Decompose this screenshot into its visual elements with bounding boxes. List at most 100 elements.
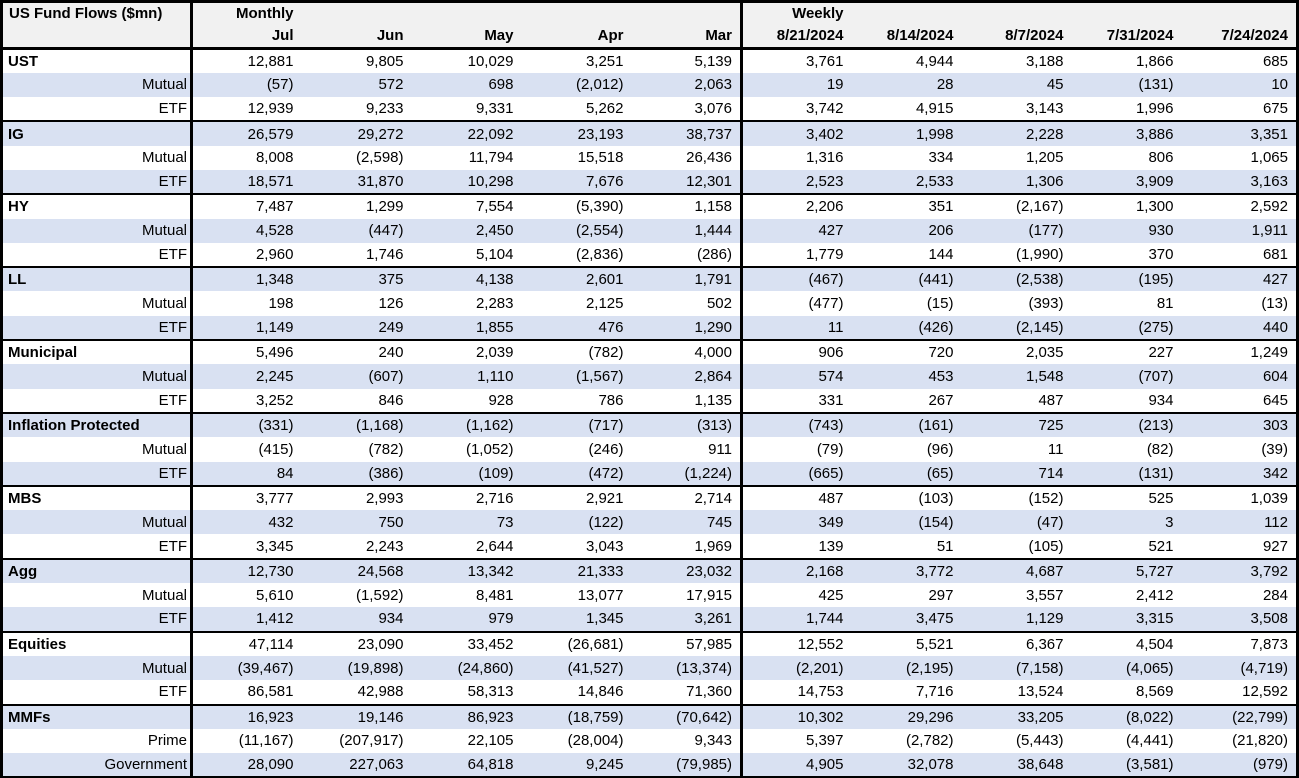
value-cell: (1,162): [411, 411, 522, 438]
table-row: HY 7,487 1,299 7,554 (5,390) 1,158 2,206 351 (2,…: [1, 193, 1298, 219]
value-cell: (11,167): [238, 732, 294, 750]
value-cell: 38,737: [631, 120, 742, 146]
value-cell: 5,727: [1071, 557, 1182, 584]
value-cell: 4,000: [631, 339, 742, 365]
value-cell: 427: [1181, 266, 1298, 292]
section-header-spacer: [301, 1, 412, 24]
value-cell: (8,022): [1071, 703, 1182, 729]
value-cell: 725: [961, 411, 1072, 438]
value-cell: 979: [488, 610, 514, 628]
value-cell: 911: [708, 440, 732, 458]
value-cell: (4,719): [1240, 659, 1288, 677]
value-cell: 14,753: [740, 680, 852, 705]
table-row: IG 26,579 29,272 22,092 23,193 38,737 3,402 1,9…: [1, 120, 1298, 146]
value-cell: (313): [631, 411, 742, 438]
value-cell: 71,360: [686, 683, 732, 701]
value-cell: 267: [928, 391, 954, 409]
row-label-sub: Government: [1, 753, 193, 778]
value-cell: 1,299: [301, 193, 412, 219]
row-label-sub: ETF: [1, 680, 193, 705]
row-label-sub: ETF: [1, 97, 193, 122]
table-row: MMFs 16,923 19,146 86,923 (18,759) (70,642) 10…: [1, 703, 1298, 729]
value-cell: 2,601: [521, 266, 632, 292]
row-label-sub: ETF: [1, 534, 193, 559]
value-cell: 3,508: [1250, 610, 1288, 628]
value-cell: 2,063: [694, 76, 732, 94]
value-cell: (426): [918, 318, 954, 336]
value-cell: 521: [1148, 537, 1174, 555]
value-cell: (213): [1071, 411, 1182, 438]
value-cell: (2,167): [961, 193, 1072, 219]
value-cell: 198: [268, 295, 294, 313]
column-header: May: [411, 23, 522, 50]
value-cell: 240: [301, 339, 412, 365]
table-row: ETF 84 (386) (109) (472) (1,224) (665) (65) 714 (…: [1, 461, 1298, 486]
value-cell: 2,245: [255, 368, 294, 385]
value-cell: (782): [521, 339, 632, 365]
value-cell: 206: [928, 222, 954, 240]
value-cell: 720: [851, 339, 962, 365]
column-header: 7/31/2024: [1071, 23, 1182, 50]
value-cell: 1,249: [1181, 339, 1298, 365]
value-cell: 22,105: [467, 732, 514, 750]
row-label-sub: Prime: [1, 728, 193, 754]
value-cell: (2,538): [961, 266, 1072, 292]
value-cell: (57): [266, 76, 294, 94]
value-cell: 297: [928, 586, 954, 604]
value-cell: 4,687: [961, 557, 1072, 584]
value-cell: 2,283: [475, 295, 514, 313]
value-cell: 698: [488, 76, 514, 94]
value-cell: 24,568: [301, 557, 412, 584]
value-cell: (79,985): [676, 756, 732, 773]
column-header: Jul: [191, 23, 302, 50]
value-cell: 12,881: [191, 47, 302, 73]
value-cell: 11: [1047, 440, 1064, 458]
row-label-category: LL: [1, 266, 193, 292]
value-cell: 57,985: [631, 630, 742, 656]
value-cell: (393): [1028, 295, 1064, 313]
value-cell: (82): [1146, 440, 1174, 458]
value-cell: 4,944: [851, 47, 962, 73]
table-row: Mutual 4,528 (447) 2,450 (2,554) 1,444 427 206 (…: [1, 218, 1298, 243]
row-label-sub: ETF: [1, 315, 193, 341]
value-cell: 572: [378, 76, 404, 94]
value-cell: 1,129: [1025, 610, 1064, 628]
value-cell: (207,917): [339, 732, 404, 750]
value-cell: 2,716: [411, 484, 522, 511]
value-cell: (2,782): [905, 732, 954, 750]
value-cell: 2,533: [915, 173, 954, 191]
value-cell: 427: [740, 218, 852, 243]
value-cell: (1,052): [465, 440, 514, 458]
value-cell: (3,581): [1125, 756, 1174, 773]
value-cell: 714: [1038, 464, 1064, 482]
row-label-category: MMFs: [1, 703, 193, 729]
row-label-category: IG: [1, 120, 193, 146]
table-row: ETF 12,939 9,233 9,331 5,262 3,076 3,742 4,915 3…: [1, 97, 1298, 122]
value-cell: 3,251: [521, 47, 632, 73]
column-header: 8/21/2024: [740, 23, 852, 50]
value-cell: (607): [368, 368, 404, 385]
value-cell: 2,206: [740, 193, 852, 219]
row-label-sub: Mutual: [1, 218, 193, 243]
value-cell: 11: [740, 315, 852, 341]
value-cell: (47): [1036, 513, 1064, 531]
value-cell: (26,681): [521, 630, 632, 656]
value-cell: 934: [1148, 391, 1174, 409]
section-header-monthly: Monthly: [191, 1, 302, 24]
value-cell: (717): [521, 411, 632, 438]
row-label-sub: Mutual: [1, 291, 193, 316]
value-cell: (18,759): [521, 703, 632, 729]
value-cell: 2,993: [301, 484, 412, 511]
value-cell: 9,343: [694, 732, 732, 750]
value-cell: 284: [1262, 586, 1288, 604]
value-cell: 2,864: [694, 368, 732, 385]
value-cell: 13,077: [577, 586, 624, 604]
value-cell: 1,744: [740, 607, 852, 632]
value-cell: (2,012): [575, 76, 624, 94]
value-cell: 126: [378, 295, 404, 313]
value-cell: 502: [706, 295, 732, 313]
value-cell: 9,805: [301, 47, 412, 73]
value-cell: 1,444: [694, 222, 732, 240]
value-cell: 440: [1262, 318, 1288, 336]
section-header-spacer: [1071, 1, 1182, 24]
